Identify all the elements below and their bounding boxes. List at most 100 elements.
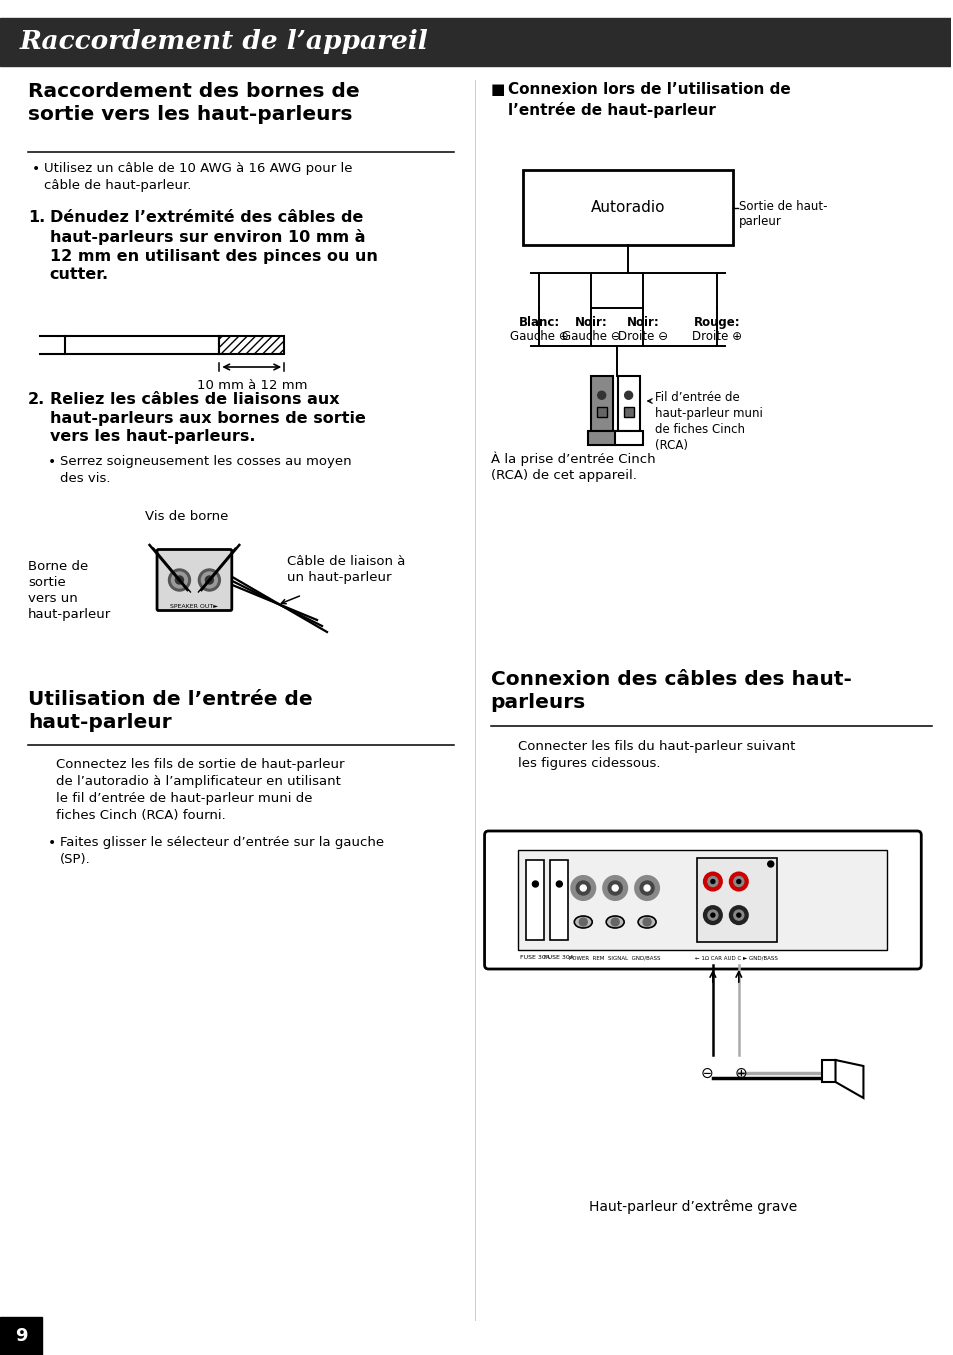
Text: Gauche ⊕: Gauche ⊕: [510, 331, 568, 343]
Bar: [617, 375, 639, 431]
Bar: [65, 336, 219, 354]
Text: Dénudez l’extrémité des câbles de
haut-parleurs sur environ 10 mm à
12 mm en uti: Dénudez l’extrémité des câbles de haut-p…: [50, 210, 377, 282]
Text: FUSE 30A: FUSE 30A: [544, 955, 574, 959]
Text: Faites glisser le sélecteur d’entrée sur la gauche
(SP).: Faites glisser le sélecteur d’entrée sur…: [60, 836, 383, 866]
Bar: [821, 1060, 835, 1083]
Text: Sortie de haut-
parleur: Sortie de haut- parleur: [738, 199, 826, 229]
Circle shape: [707, 877, 717, 886]
Text: Borne de
sortie
vers un
haut-parleur: Borne de sortie vers un haut-parleur: [28, 560, 112, 621]
Circle shape: [579, 885, 586, 892]
Circle shape: [612, 885, 618, 892]
Circle shape: [736, 879, 740, 883]
Circle shape: [710, 879, 714, 883]
Text: Vis de borne: Vis de borne: [145, 509, 228, 523]
Text: Noir:: Noir:: [575, 316, 607, 329]
Bar: [587, 431, 615, 444]
Text: Blanc:: Blanc:: [518, 316, 559, 329]
Circle shape: [707, 911, 717, 920]
Text: 1.: 1.: [28, 210, 45, 225]
Text: Autoradio: Autoradio: [590, 201, 664, 215]
Ellipse shape: [574, 916, 592, 928]
Circle shape: [733, 877, 743, 886]
Circle shape: [571, 875, 595, 900]
Text: Droite ⊖: Droite ⊖: [618, 331, 667, 343]
Text: Haut-parleur d’extrême grave: Haut-parleur d’extrême grave: [588, 1201, 796, 1214]
Text: •: •: [48, 836, 56, 850]
Text: Utilisez un câble de 10 AWG à 16 AWG pour le
câble de haut-parleur.: Utilisez un câble de 10 AWG à 16 AWG pou…: [44, 163, 352, 191]
Bar: [0, 18, 950, 66]
Circle shape: [598, 392, 605, 400]
Circle shape: [635, 875, 659, 900]
Text: Connecter les fils du haut-parleur suivant
les figures cidessous.: Connecter les fils du haut-parleur suiva…: [517, 740, 795, 770]
Circle shape: [602, 875, 626, 900]
Text: •: •: [48, 455, 56, 469]
Circle shape: [201, 572, 217, 588]
Bar: [597, 406, 606, 417]
Text: SPEAKER OUT►: SPEAKER OUT►: [171, 604, 218, 608]
Bar: [0, 1317, 42, 1355]
Bar: [614, 431, 642, 444]
Text: •: •: [31, 163, 40, 176]
Text: 2.: 2.: [28, 392, 45, 406]
Circle shape: [643, 885, 649, 892]
Text: Droite ⊕: Droite ⊕: [691, 331, 741, 343]
Bar: [550, 860, 568, 940]
Circle shape: [624, 392, 632, 400]
Bar: [517, 850, 886, 950]
Text: Reliez les câbles de liaisons aux
haut-parleurs aux bornes de sortie
vers les ha: Reliez les câbles de liaisons aux haut-p…: [50, 392, 365, 444]
Text: Connexion des câbles des haut-
parleurs: Connexion des câbles des haut- parleurs: [490, 669, 850, 711]
Text: POWER  REM  SIGNAL  GND/BASS: POWER REM SIGNAL GND/BASS: [569, 957, 660, 961]
Text: FUSE 30A: FUSE 30A: [520, 955, 550, 959]
Circle shape: [532, 881, 537, 888]
Bar: [526, 860, 544, 940]
Ellipse shape: [638, 916, 656, 928]
Bar: [590, 375, 612, 431]
Circle shape: [710, 913, 714, 917]
Text: Utilisation de l’entrée de
haut-parleur: Utilisation de l’entrée de haut-parleur: [28, 690, 313, 732]
Bar: [697, 858, 776, 942]
Circle shape: [703, 906, 721, 924]
Circle shape: [608, 881, 621, 896]
Text: Gauche ⊖: Gauche ⊖: [561, 331, 619, 343]
Circle shape: [729, 873, 747, 890]
Circle shape: [736, 913, 740, 917]
Circle shape: [556, 881, 561, 888]
Circle shape: [729, 906, 747, 924]
Text: Connectez les fils de sortie de haut-parleur
de l’autoradio à l’amplificateur en: Connectez les fils de sortie de haut-par…: [56, 757, 344, 822]
Circle shape: [578, 917, 587, 925]
Circle shape: [642, 917, 650, 925]
Circle shape: [703, 873, 721, 890]
Bar: [523, 169, 732, 245]
Circle shape: [172, 572, 187, 588]
Text: Rouge:: Rouge:: [693, 316, 740, 329]
Circle shape: [733, 911, 743, 920]
Circle shape: [205, 576, 213, 584]
Text: Câble de liaison à
un haut-parleur: Câble de liaison à un haut-parleur: [287, 556, 405, 584]
FancyBboxPatch shape: [484, 831, 921, 969]
Circle shape: [639, 881, 654, 896]
Text: Connexion lors de l’utilisation de
l’entrée de haut-parleur: Connexion lors de l’utilisation de l’ent…: [508, 83, 790, 118]
Circle shape: [175, 576, 183, 584]
Text: Raccordement des bornes de
sortie vers les haut-parleurs: Raccordement des bornes de sortie vers l…: [28, 83, 359, 123]
Text: Noir:: Noir:: [626, 316, 659, 329]
Text: ■: ■: [490, 83, 504, 98]
FancyBboxPatch shape: [157, 550, 232, 611]
Text: À la prise d’entrée Cinch
(RCA) de cet appareil.: À la prise d’entrée Cinch (RCA) de cet a…: [490, 451, 655, 482]
Bar: [219, 336, 284, 354]
Text: 9: 9: [14, 1327, 27, 1346]
Text: ← 1Ω CAR AUD C ► GND/BASS: ← 1Ω CAR AUD C ► GND/BASS: [695, 957, 778, 961]
Circle shape: [576, 881, 590, 896]
Text: Serrez soigneusement les cosses au moyen
des vis.: Serrez soigneusement les cosses au moyen…: [60, 455, 351, 485]
Circle shape: [169, 569, 191, 591]
Text: Fil d’entrée de
haut-parleur muni
de fiches Cinch
(RCA): Fil d’entrée de haut-parleur muni de fic…: [654, 392, 761, 453]
Circle shape: [611, 917, 618, 925]
Bar: [623, 406, 633, 417]
Ellipse shape: [605, 916, 623, 928]
Text: ⊕: ⊕: [734, 1065, 746, 1080]
Circle shape: [767, 860, 773, 867]
Text: ⊖: ⊖: [700, 1065, 713, 1080]
Circle shape: [198, 569, 220, 591]
Polygon shape: [835, 1060, 862, 1098]
Text: Raccordement de l’appareil: Raccordement de l’appareil: [20, 30, 428, 54]
Text: 10 mm à 12 mm: 10 mm à 12 mm: [196, 379, 307, 392]
